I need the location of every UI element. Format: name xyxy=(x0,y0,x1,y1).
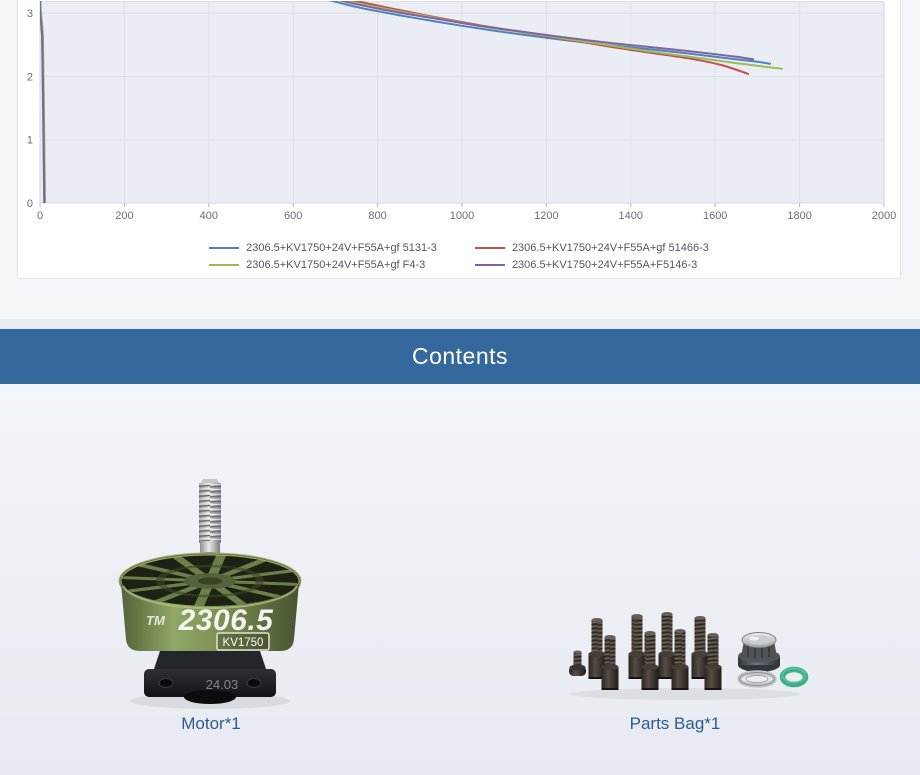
svg-text:1800: 1800 xyxy=(787,210,811,222)
motor-base: 24.03 xyxy=(144,651,276,704)
banner-title: Contents xyxy=(411,343,509,369)
svg-text:600: 600 xyxy=(284,210,302,222)
screw-set xyxy=(588,612,722,690)
motor-image: TM 2306.5 KV1750 24.03 xyxy=(118,479,302,709)
motor-bell-body: TM 2306.5 KV1750 xyxy=(121,583,299,651)
motor-size-text: 24.03 xyxy=(206,677,239,692)
legend-swatch xyxy=(209,264,240,266)
prop-nut xyxy=(738,632,780,672)
chart-svg: 0 200 400 600 800 1000 1200 1400 1600 1800 2000 0 1 2… xyxy=(27,1,896,222)
legend-item: 2306.5+KV1750+24V+F55A+gf 51466-3 xyxy=(474,242,709,254)
chart-card: 0 200 400 600 800 1000 1200 1400 1600 1800 2000 0 1 2… xyxy=(17,0,901,279)
legend-item: 2306.5+KV1750+24V+F55A+F5146-3 xyxy=(474,259,709,271)
legend-item: 2306.5+KV1750+24V+F55A+gf F4-3 xyxy=(209,259,437,271)
svg-text:800: 800 xyxy=(368,210,386,222)
washer xyxy=(737,670,777,688)
motor-bell-top xyxy=(120,554,300,608)
svg-text:1000: 1000 xyxy=(450,210,474,222)
motor-logo-text: TM xyxy=(146,613,166,628)
parts-caption: Parts Bag*1 xyxy=(629,714,721,733)
legend-label: 2306.5+KV1750+24V+F55A+F5146-3 xyxy=(511,259,698,271)
svg-text:1200: 1200 xyxy=(534,210,558,222)
legend-item: 2306.5+KV1750+24V+F55A+gf 5131-3 xyxy=(209,242,437,254)
svg-text:1600: 1600 xyxy=(703,210,727,222)
legend-label: 2306.5+KV1750+24V+F55A+gf F4-3 xyxy=(246,259,426,271)
motor-shaft xyxy=(195,479,225,562)
chart-legend: 2306.5+KV1750+24V+F55A+gf 5131-3 2306.5+K… xyxy=(18,236,900,271)
svg-text:1400: 1400 xyxy=(619,210,643,222)
legend-label: 2306.5+KV1750+24V+F55A+gf 51466-3 xyxy=(511,242,709,254)
motor-caption: Motor*1 xyxy=(181,714,241,733)
legend-label: 2306.5+KV1750+24V+F55A+gf 5131-3 xyxy=(246,242,437,254)
small-screw xyxy=(569,650,586,676)
contents-section: TM 2306.5 KV1750 24.03 Motor*1 xyxy=(0,384,920,775)
legend-swatch xyxy=(209,247,240,249)
contents-banner: Contents xyxy=(0,329,920,384)
svg-text:400: 400 xyxy=(200,210,218,222)
chart-section: 0 200 400 600 800 1000 1200 1400 1600 1800 2000 0 1 2… xyxy=(0,0,920,329)
legend-swatch xyxy=(474,264,505,266)
motor-kv-text: KV1750 xyxy=(223,637,264,649)
parts-bag-image xyxy=(569,612,809,700)
legend-swatch xyxy=(474,247,505,249)
svg-text:1: 1 xyxy=(27,135,33,147)
motor-model-text: 2306.5 xyxy=(178,604,275,637)
svg-text:0: 0 xyxy=(37,210,43,222)
svg-text:2000: 2000 xyxy=(872,210,896,222)
section-divider xyxy=(0,319,920,329)
parts-shadow xyxy=(570,688,800,700)
o-ring xyxy=(779,666,809,688)
svg-text:2: 2 xyxy=(27,71,33,83)
motor-spokes xyxy=(121,554,299,608)
svg-text:200: 200 xyxy=(115,210,133,222)
svg-text:0: 0 xyxy=(27,198,33,210)
svg-text:3: 3 xyxy=(27,8,33,20)
